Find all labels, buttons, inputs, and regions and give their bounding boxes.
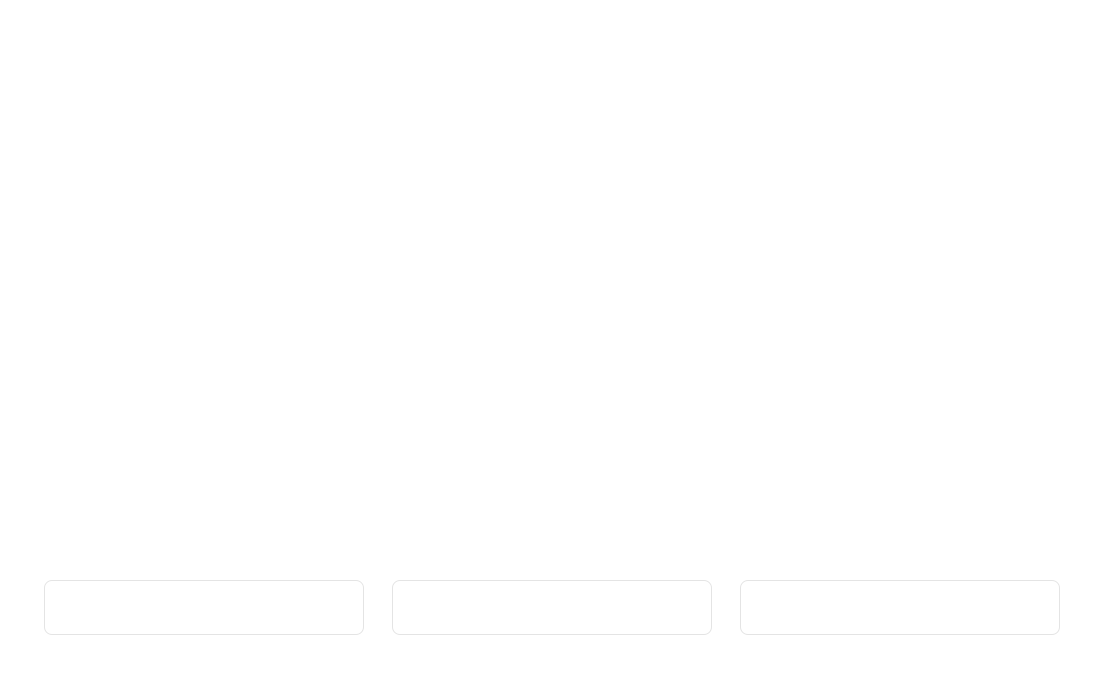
- legend-dot-max: [893, 600, 901, 608]
- gauge-svg: [0, 0, 1104, 570]
- legend-title-avg: [393, 595, 711, 616]
- legend-title-max: [741, 595, 1059, 616]
- legend-card-avg: [392, 580, 712, 635]
- legend-card-min: [44, 580, 364, 635]
- legend-dot-min: [197, 600, 205, 608]
- legend-card-max: [740, 580, 1060, 635]
- gauge-container: [0, 0, 1104, 570]
- legend-row: [0, 580, 1104, 635]
- legend-title-min: [45, 595, 363, 616]
- legend-dot-avg: [545, 600, 553, 608]
